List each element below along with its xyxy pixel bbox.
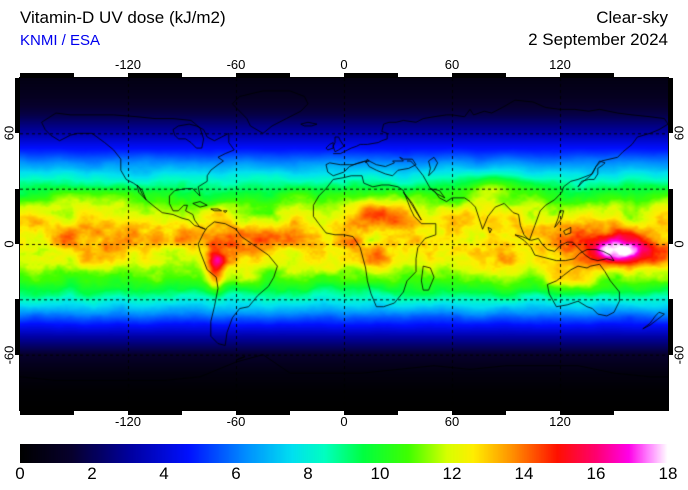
axis-bottom-ticks bbox=[20, 410, 668, 415]
longitude-tick-label: -120 bbox=[114, 414, 142, 429]
tick-segment bbox=[236, 410, 290, 415]
longitude-tick-label: 120 bbox=[549, 414, 571, 429]
tick-segment bbox=[236, 73, 290, 78]
tick-segment bbox=[290, 410, 344, 415]
tick-segment bbox=[668, 188, 673, 244]
tick-segment bbox=[668, 244, 673, 300]
colorbar-tick-label: 10 bbox=[370, 464, 390, 483]
tick-segment bbox=[506, 410, 560, 415]
latitude-tick-label: -60 bbox=[1, 345, 17, 365]
sky-condition-label: Clear-sky bbox=[596, 8, 668, 27]
tick-segment bbox=[668, 354, 673, 410]
colorbar-tick-label: 0 bbox=[15, 464, 25, 483]
axis-right-ticks bbox=[668, 78, 673, 410]
tick-segment bbox=[344, 410, 398, 415]
uv-dose-raster bbox=[20, 78, 668, 410]
page-title: Vitamin-D UV dose (kJ/m2) bbox=[20, 8, 226, 27]
tick-segment bbox=[452, 73, 506, 78]
latitude-tick-label: -60 bbox=[671, 345, 687, 365]
tick-segment bbox=[398, 73, 452, 78]
longitude-tick-label: -60 bbox=[226, 57, 246, 72]
credit-label: KNMI / ESA bbox=[20, 32, 101, 49]
tick-segment bbox=[128, 410, 182, 415]
date-label: 2 September 2024 bbox=[528, 30, 668, 49]
tick-segment bbox=[614, 73, 668, 78]
tick-segment bbox=[506, 73, 560, 78]
tick-segment bbox=[74, 73, 128, 78]
tick-segment bbox=[15, 299, 20, 355]
tick-segment bbox=[614, 410, 668, 415]
colorbar-tick-label: 18 bbox=[658, 464, 678, 483]
tick-segment bbox=[452, 410, 506, 415]
latitude-tick-label: 60 bbox=[671, 126, 687, 141]
latitude-tick-label: 0 bbox=[1, 240, 17, 248]
colorbar-gradient bbox=[20, 444, 668, 463]
longitude-tick-label: -120 bbox=[114, 57, 142, 72]
axis-left-ticks bbox=[15, 78, 20, 410]
tick-segment bbox=[398, 410, 452, 415]
longitude-tick-label: 0 bbox=[340, 414, 348, 429]
colorbar bbox=[20, 444, 668, 463]
colorbar-tick-label: 14 bbox=[514, 464, 534, 483]
tick-segment bbox=[20, 73, 74, 78]
latitude-tick-label: 0 bbox=[671, 240, 687, 248]
tick-segment bbox=[668, 78, 673, 134]
tick-segment bbox=[560, 410, 614, 415]
longitude-tick-label: 120 bbox=[549, 57, 571, 72]
tick-segment bbox=[20, 410, 74, 415]
tick-segment bbox=[128, 73, 182, 78]
colorbar-tick-label: 2 bbox=[87, 464, 97, 483]
longitude-tick-label: -60 bbox=[226, 414, 246, 429]
longitude-tick-label: 60 bbox=[444, 57, 460, 72]
tick-segment bbox=[560, 73, 614, 78]
tick-segment bbox=[15, 188, 20, 244]
tick-segment bbox=[344, 73, 398, 78]
colorbar-tick-label: 4 bbox=[159, 464, 169, 483]
tick-segment bbox=[290, 73, 344, 78]
tick-segment bbox=[668, 133, 673, 189]
latitude-tick-label: 60 bbox=[1, 126, 17, 141]
tick-segment bbox=[668, 299, 673, 355]
colorbar-tick-label: 16 bbox=[586, 464, 606, 483]
tick-segment bbox=[15, 244, 20, 300]
tick-segment bbox=[15, 133, 20, 189]
longitude-tick-label: 0 bbox=[340, 57, 348, 72]
colorbar-tick-label: 8 bbox=[303, 464, 313, 483]
longitude-tick-label: 60 bbox=[444, 414, 460, 429]
tick-segment bbox=[15, 78, 20, 134]
tick-segment bbox=[182, 410, 236, 415]
tick-segment bbox=[182, 73, 236, 78]
colorbar-tick-label: 6 bbox=[231, 464, 241, 483]
axis-top-ticks bbox=[20, 73, 668, 78]
tick-segment bbox=[74, 410, 128, 415]
colorbar-tick-label: 12 bbox=[442, 464, 462, 483]
tick-segment bbox=[15, 354, 20, 410]
world-map bbox=[20, 78, 668, 410]
